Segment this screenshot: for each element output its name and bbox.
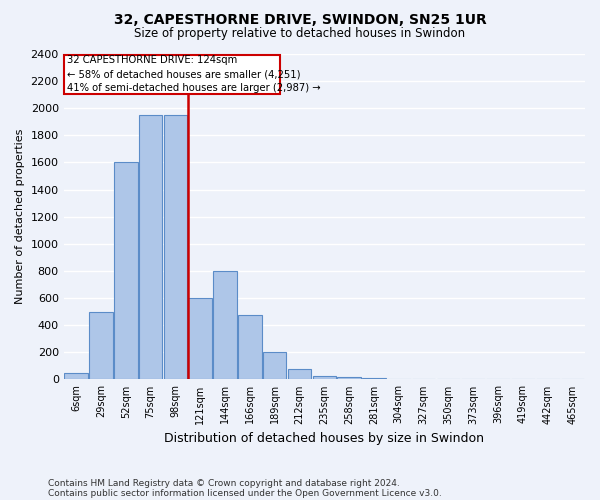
Text: Contains public sector information licensed under the Open Government Licence v3: Contains public sector information licen…: [48, 490, 442, 498]
Text: Size of property relative to detached houses in Swindon: Size of property relative to detached ho…: [134, 28, 466, 40]
Bar: [337, 376, 361, 380]
Text: Contains HM Land Registry data © Crown copyright and database right 2024.: Contains HM Land Registry data © Crown c…: [48, 478, 400, 488]
Bar: [139, 115, 163, 380]
X-axis label: Distribution of detached houses by size in Swindon: Distribution of detached houses by size …: [164, 432, 484, 445]
Bar: [188, 298, 212, 380]
Bar: [263, 352, 286, 380]
Text: 32 CAPESTHORNE DRIVE: 124sqm
← 58% of detached houses are smaller (4,251)
41% of: 32 CAPESTHORNE DRIVE: 124sqm ← 58% of de…: [67, 56, 321, 94]
Bar: [64, 372, 88, 380]
Bar: [288, 368, 311, 380]
Bar: [238, 315, 262, 380]
FancyBboxPatch shape: [64, 54, 280, 94]
Bar: [114, 162, 137, 380]
Bar: [362, 378, 386, 380]
Bar: [164, 115, 187, 380]
Bar: [89, 312, 113, 380]
Y-axis label: Number of detached properties: Number of detached properties: [15, 129, 25, 304]
Bar: [213, 271, 237, 380]
Text: 32, CAPESTHORNE DRIVE, SWINDON, SN25 1UR: 32, CAPESTHORNE DRIVE, SWINDON, SN25 1UR: [113, 12, 487, 26]
Bar: [313, 376, 336, 380]
